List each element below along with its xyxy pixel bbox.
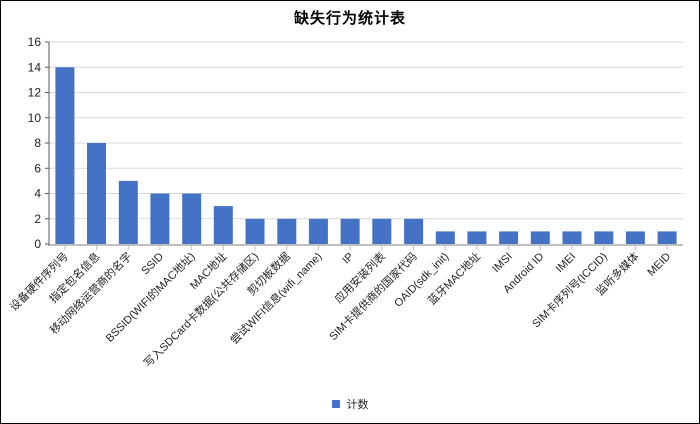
bar — [372, 218, 392, 245]
bar — [340, 218, 360, 245]
bar — [625, 231, 645, 244]
x-axis-label: 蓝牙MAC地址 — [425, 249, 483, 307]
legend-swatch — [331, 400, 340, 408]
x-axis-label: IMEI — [554, 251, 578, 275]
bar — [499, 231, 519, 244]
bar — [594, 231, 614, 244]
bar — [150, 193, 170, 244]
bar — [55, 67, 75, 245]
y-axis-label: 0 — [34, 237, 41, 251]
bar — [404, 218, 424, 245]
legend-label: 计数 — [346, 399, 369, 411]
x-axis-label: IP — [340, 251, 356, 267]
x-axis-label: SSID — [139, 251, 166, 278]
x-axis-label: IMSI — [490, 251, 514, 275]
bar — [182, 193, 202, 244]
bar — [467, 231, 487, 244]
y-axis-label: 2 — [34, 212, 41, 226]
x-axis-label: 设备硬件序列号 — [7, 249, 71, 313]
y-axis-label: 12 — [28, 86, 42, 100]
bar — [435, 231, 455, 244]
y-axis-label: 14 — [28, 60, 42, 74]
chart-title: 缺失行为统计表 — [293, 10, 406, 27]
bar — [308, 218, 328, 245]
x-axis-label: MEID — [645, 251, 673, 279]
bar — [530, 231, 550, 244]
bar — [213, 206, 233, 244]
legend: 计数 — [1, 396, 699, 412]
y-axis-label: 16 — [28, 35, 42, 49]
bar — [277, 218, 297, 245]
bar — [118, 180, 138, 244]
y-axis-label: 6 — [34, 161, 41, 175]
y-axis-label: 4 — [34, 187, 41, 201]
y-axis-label: 8 — [34, 136, 41, 150]
bar — [562, 231, 582, 244]
bar — [657, 231, 677, 244]
bar — [245, 218, 265, 245]
bar — [87, 143, 106, 244]
y-axis-label: 10 — [28, 111, 42, 125]
x-axis-label: 写入SDCard卡数据(公共存储区) — [141, 249, 262, 370]
